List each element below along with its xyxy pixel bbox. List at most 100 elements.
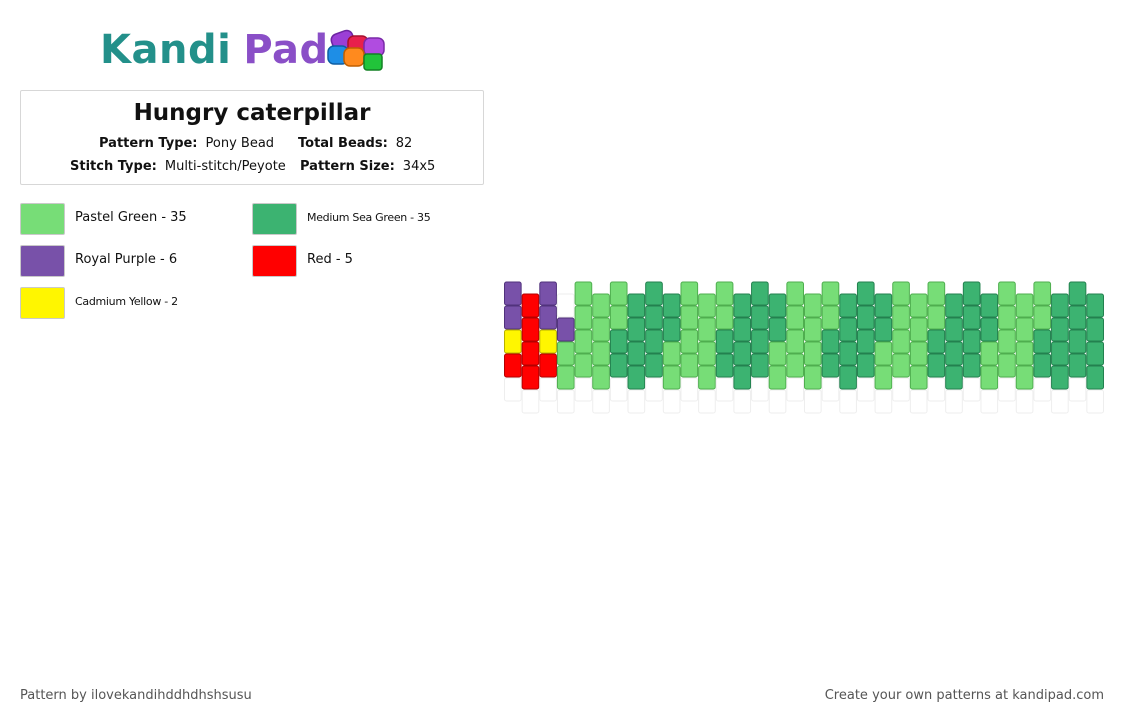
bead xyxy=(804,341,822,366)
bead xyxy=(627,365,646,390)
bead xyxy=(609,305,628,330)
bead xyxy=(556,365,575,390)
bead xyxy=(592,365,610,390)
bead xyxy=(998,329,1016,354)
bead xyxy=(962,305,981,330)
create-pattern-link[interactable]: Create your own patterns at kandipad.com xyxy=(824,688,1104,703)
bead xyxy=(768,341,787,366)
bead xyxy=(680,353,699,378)
bead xyxy=(839,341,857,366)
bead xyxy=(1033,281,1052,306)
bead xyxy=(504,305,522,330)
bead xyxy=(680,281,699,306)
bead xyxy=(733,365,752,390)
bead xyxy=(715,281,734,306)
bead xyxy=(1068,329,1087,354)
empty-bead-slot xyxy=(521,389,540,414)
empty-bead-slot xyxy=(804,389,822,414)
bead xyxy=(539,281,557,306)
bead xyxy=(1033,329,1052,354)
stitch-type-field: Stitch Type: Multi-stitch/Peyote xyxy=(70,159,286,175)
legend-label: Royal Purple - 6 xyxy=(75,252,178,267)
bead xyxy=(662,341,681,366)
bead xyxy=(645,353,663,378)
bead xyxy=(627,293,646,318)
bead xyxy=(592,293,610,318)
bead xyxy=(821,329,840,354)
bead xyxy=(768,317,787,342)
empty-bead-slot xyxy=(609,377,628,402)
empty-bead-slot xyxy=(680,377,699,402)
bead xyxy=(751,305,769,330)
bead xyxy=(980,317,999,342)
color-swatch xyxy=(20,203,65,235)
bead xyxy=(574,329,593,354)
total-beads-label: Total Beads: xyxy=(298,136,388,151)
bead xyxy=(980,341,999,366)
bead xyxy=(821,281,840,306)
bead xyxy=(945,317,963,342)
empty-bead-slot xyxy=(627,389,646,414)
bead xyxy=(874,365,893,390)
bead xyxy=(733,341,752,366)
bead xyxy=(786,329,804,354)
bead xyxy=(892,281,910,306)
empty-bead-slot xyxy=(662,389,681,414)
bead xyxy=(662,365,681,390)
bead xyxy=(927,353,946,378)
color-swatch xyxy=(252,203,297,235)
bead xyxy=(1051,365,1069,390)
bead xyxy=(751,281,769,306)
bead xyxy=(645,329,663,354)
bead xyxy=(821,305,840,330)
bead xyxy=(962,281,981,306)
bead xyxy=(574,353,593,378)
bead xyxy=(627,317,646,342)
empty-bead-slot xyxy=(962,377,981,402)
empty-bead-slot xyxy=(715,377,734,402)
bead xyxy=(962,353,981,378)
bead xyxy=(804,317,822,342)
legend-label: Cadmium Yellow - 2 xyxy=(75,295,178,308)
bead xyxy=(751,329,769,354)
bead xyxy=(662,317,681,342)
color-swatch xyxy=(252,245,297,277)
bead xyxy=(786,353,804,378)
bead xyxy=(821,353,840,378)
bead xyxy=(680,305,699,330)
bead xyxy=(892,305,910,330)
bead xyxy=(945,341,963,366)
bead xyxy=(874,317,893,342)
bead xyxy=(627,341,646,366)
bead xyxy=(874,293,893,318)
empty-bead-slot xyxy=(574,377,593,402)
bead xyxy=(539,353,557,378)
bead xyxy=(609,329,628,354)
bead xyxy=(715,305,734,330)
empty-bead-slot xyxy=(1068,377,1087,402)
bead xyxy=(504,329,522,354)
bead xyxy=(998,281,1016,306)
bead xyxy=(609,281,628,306)
bead xyxy=(945,365,963,390)
bead xyxy=(680,329,699,354)
bead xyxy=(1086,341,1104,366)
bead xyxy=(1051,317,1069,342)
bead xyxy=(556,317,575,342)
empty-bead-slot xyxy=(645,377,663,402)
bead xyxy=(1086,365,1104,390)
bead xyxy=(856,329,875,354)
bead xyxy=(1015,317,1034,342)
bead xyxy=(1033,305,1052,330)
bead xyxy=(962,329,981,354)
bead xyxy=(521,341,540,366)
bead xyxy=(804,293,822,318)
empty-bead-slot xyxy=(1086,389,1104,414)
pattern-type-field: Pattern Type: Pony Bead xyxy=(99,136,274,152)
bead xyxy=(980,293,999,318)
empty-bead-slot xyxy=(751,377,769,402)
bead xyxy=(909,317,928,342)
bead xyxy=(856,281,875,306)
kandi-pad-logo: Kandi Pad xyxy=(100,26,410,74)
bead xyxy=(1033,353,1052,378)
